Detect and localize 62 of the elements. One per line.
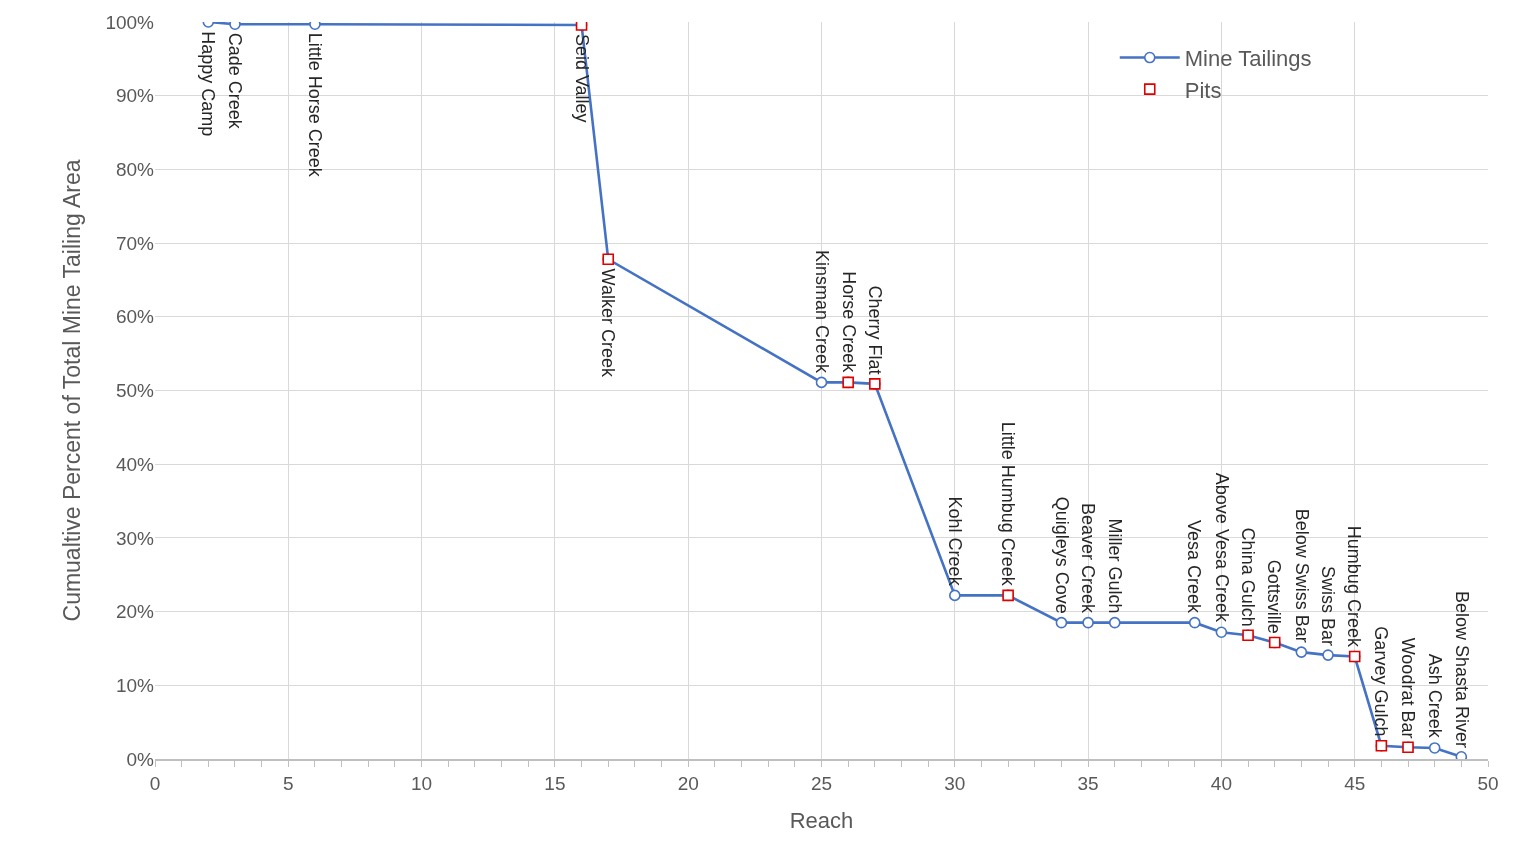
y-tick-label: 20% bbox=[115, 601, 155, 623]
annotation: Below Swiss Bar bbox=[1291, 508, 1312, 643]
point bbox=[1108, 616, 1121, 629]
point bbox=[309, 22, 321, 31]
annotation: Cherry Flat bbox=[865, 285, 886, 375]
x-axis-title: Reach bbox=[789, 807, 854, 833]
annotation: Miller Gulch bbox=[1104, 518, 1125, 614]
point bbox=[1428, 742, 1441, 754]
x-tick-label: 30 bbox=[944, 772, 966, 794]
annotation: Swiss Bar bbox=[1318, 566, 1339, 647]
annotation: Little Horse Creek bbox=[304, 32, 325, 178]
annotation: Horse Creek bbox=[838, 271, 859, 374]
annotation: Seid Valley bbox=[572, 33, 593, 123]
y-tick-label: 40% bbox=[115, 453, 155, 475]
annotation: Above Vesa Creek bbox=[1211, 472, 1232, 623]
annotation: Humbug Creek bbox=[1344, 525, 1365, 648]
y-tick-label: 70% bbox=[115, 232, 155, 254]
point bbox=[1055, 616, 1068, 629]
y-tick-label: 10% bbox=[115, 674, 155, 696]
legend-label: Mine Tailings bbox=[1184, 46, 1312, 72]
annotation: Little Humbug Creek bbox=[998, 421, 1019, 587]
annotation: Vesa Creek bbox=[1184, 519, 1205, 614]
x-tick-label: 0 bbox=[149, 772, 161, 794]
x-tick-label: 45 bbox=[1344, 772, 1366, 794]
x-tick-label: 35 bbox=[1077, 772, 1099, 794]
annotation: China Gulch bbox=[1237, 527, 1258, 627]
annotation: Kinsman Creek bbox=[811, 249, 832, 374]
annotation: Walker Creek bbox=[598, 268, 619, 378]
annotation: Garvey Gulch bbox=[1371, 626, 1392, 737]
annotation: Gottsville bbox=[1264, 559, 1285, 634]
annotation: Woodrat Bar bbox=[1397, 637, 1418, 739]
point bbox=[815, 376, 828, 389]
x-tick-label: 10 bbox=[411, 772, 433, 794]
x-tick-label: 40 bbox=[1210, 772, 1232, 794]
point bbox=[1215, 626, 1228, 639]
annotation: Quigleys Cove bbox=[1051, 496, 1072, 614]
y-tick-label: 30% bbox=[115, 527, 155, 549]
point bbox=[1322, 649, 1334, 661]
annotation: Ash Creek bbox=[1425, 653, 1446, 739]
annotation: Beaver Creek bbox=[1078, 503, 1099, 615]
y-axis-title: Cumualtive Percent of Total Mine Tailing Area bbox=[58, 159, 85, 622]
y-tick-label: 80% bbox=[115, 159, 155, 181]
annotation: Kohl Creek bbox=[945, 496, 966, 587]
annotation: Cade Creek bbox=[224, 32, 245, 130]
y-tick-label: 90% bbox=[115, 85, 155, 107]
y-tick-label: 0% bbox=[126, 748, 155, 770]
point bbox=[229, 22, 241, 31]
x-tick-label: 20 bbox=[677, 772, 699, 794]
point bbox=[1188, 616, 1201, 629]
point bbox=[1082, 616, 1094, 629]
legend-label: Pits bbox=[1184, 77, 1222, 103]
point bbox=[949, 589, 961, 602]
annotation: Happy Camp bbox=[197, 31, 218, 137]
y-tick-label: 100% bbox=[105, 11, 155, 33]
point bbox=[1295, 646, 1308, 658]
annotation: Below Shasta River bbox=[1451, 590, 1472, 749]
x-tick-label: 5 bbox=[283, 772, 294, 794]
x-tick-label: 15 bbox=[544, 772, 566, 794]
x-tick-label: 25 bbox=[810, 772, 833, 794]
x-tick-label: 50 bbox=[1477, 772, 1499, 794]
y-tick-label: 50% bbox=[115, 380, 155, 402]
y-tick-label: 60% bbox=[115, 306, 155, 328]
